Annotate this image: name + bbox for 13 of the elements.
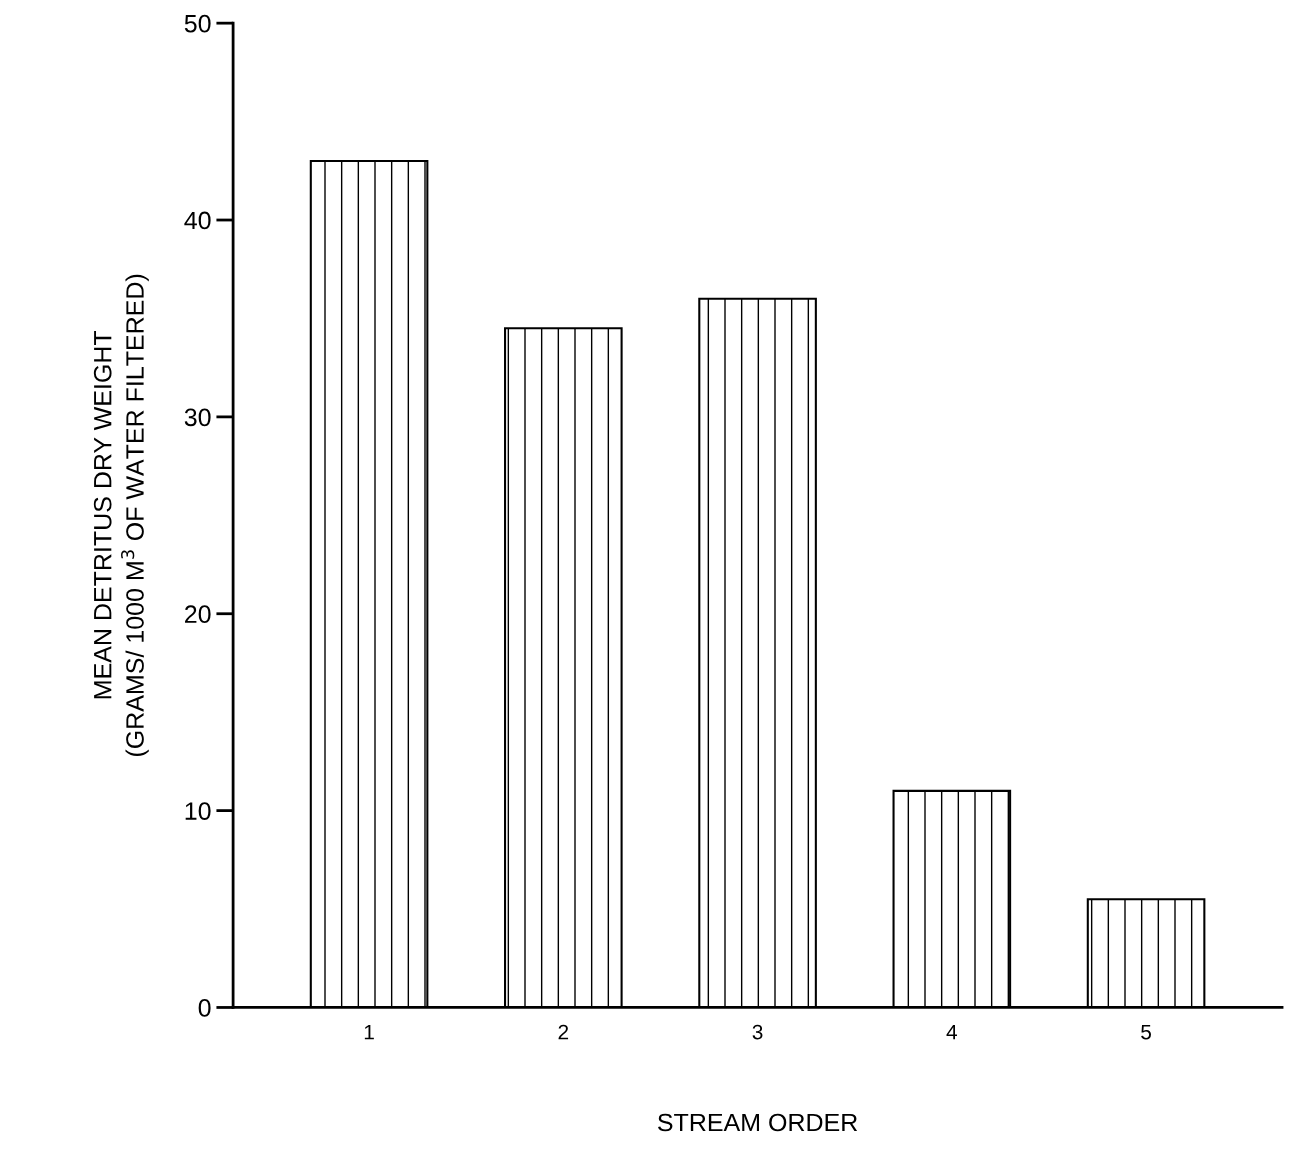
y-tick-label: 10 — [185, 802, 211, 820]
y-tick-label: 20 — [185, 605, 211, 624]
x-tick-label: 4 — [946, 1024, 958, 1040]
x-axis-title: STREAM ORDER — [658, 1113, 858, 1132]
x-tick-label: 5 — [1141, 1024, 1151, 1040]
x-tick-label: 1 — [364, 1024, 374, 1040]
y-axis-title: MEAN DETRITUS DRY WEIGHT (GRAMS/ 1000 M$^{3}$ OF WATER FILTERED) — [93, 274, 149, 757]
y-tick-label: 40 — [184, 211, 211, 230]
y-tick-label: 30 — [184, 408, 211, 427]
y-tick-label: 0 — [198, 999, 211, 1017]
x-tick-label: 2 — [558, 1024, 569, 1040]
y-tick-label: 50 — [184, 14, 211, 33]
x-tick-label: 3 — [752, 1024, 763, 1040]
